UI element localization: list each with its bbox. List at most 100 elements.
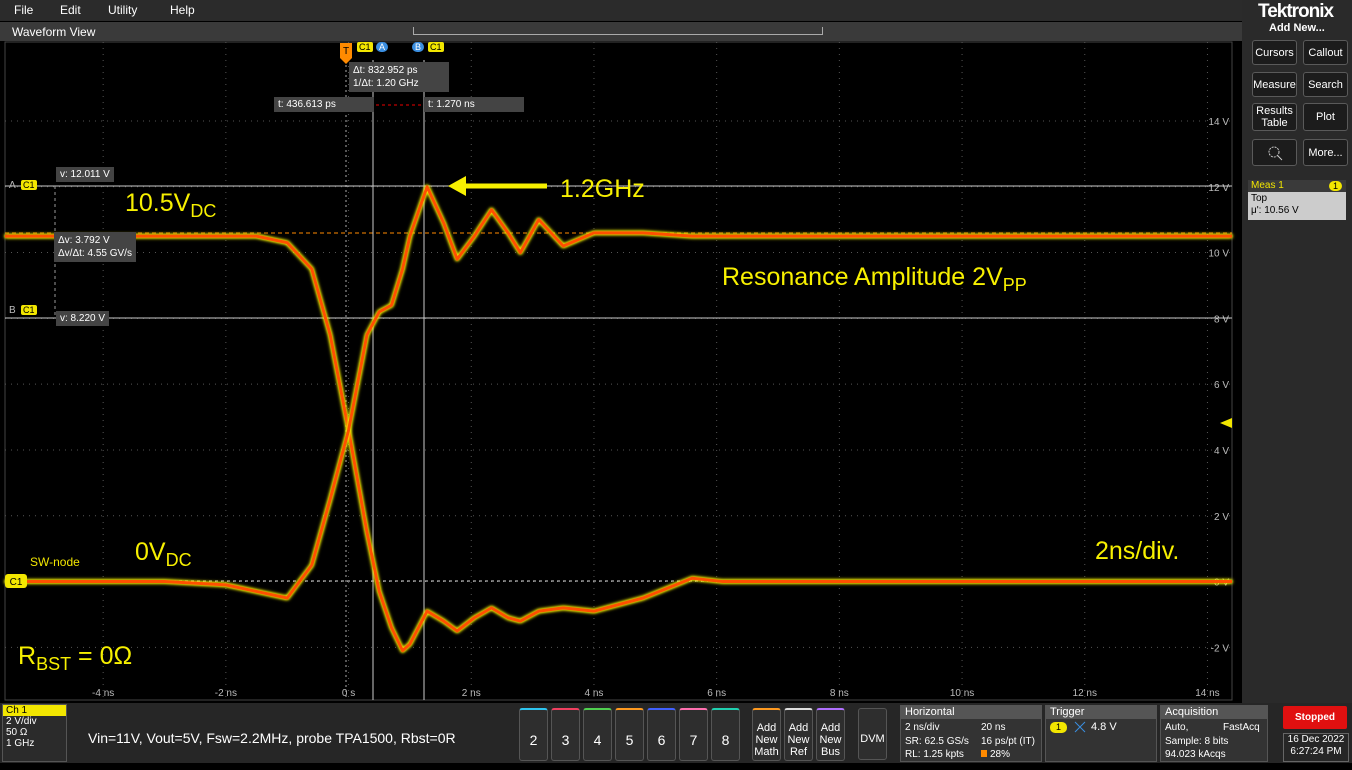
y-tick-label: 10 V (1208, 249, 1229, 260)
y-tick-label: 4 V (1214, 446, 1229, 457)
channel-button[interactable]: 8 (711, 708, 740, 761)
meas-value: μ': 10.56 V (1251, 205, 1299, 216)
channel-button[interactable]: 2 (519, 708, 548, 761)
annotation-sub: PP (1003, 275, 1027, 295)
cursor-a-label: A (376, 42, 389, 52)
x-tick-label: -2 ns (215, 688, 237, 699)
annotation-main: R (18, 642, 36, 670)
annotation: RBST = 0Ω (18, 642, 132, 674)
date: 16 Dec 2022 (1287, 734, 1345, 745)
run-stop-button[interactable]: Stopped (1283, 706, 1347, 729)
x-tick-label: -4 ns (92, 688, 114, 699)
annotation: 0VDC (135, 538, 192, 570)
menu-item[interactable]: Help (170, 3, 195, 17)
cursor-b-label: B (9, 305, 16, 316)
channel-marker-label: C1 (10, 577, 23, 588)
annotation-main: Resonance Amplitude 2V (722, 263, 1003, 291)
button[interactable]: Results Table (1252, 103, 1297, 131)
button[interactable]: Measure (1252, 72, 1297, 97)
add-button[interactable]: Add New Ref (784, 708, 813, 761)
badge-title: Horizontal (901, 706, 1041, 719)
record-view-bar (413, 27, 823, 35)
cursor-channel-badge: C1 (21, 305, 37, 315)
setting: 16 ps/pt (IT) (981, 736, 1035, 747)
setting: 28% (990, 749, 1011, 760)
y-tick-label: 8 V (1214, 314, 1229, 325)
setting: Auto, (1165, 722, 1189, 733)
button[interactable]: Cursors (1252, 40, 1297, 65)
setting: RL: 1.25 kpts (905, 749, 964, 760)
meas-label: Top (1251, 193, 1268, 204)
badge-title: Acquisition (1161, 706, 1267, 719)
acquisition-badge[interactable]: Acquisition Auto, FastAcq Sample: 8 bits… (1160, 705, 1268, 762)
status-bar: Ch 1 2 V/div 50 Ω 1 GHz Vin=11V, Vout=5V… (0, 703, 1352, 763)
channel-button[interactable]: 4 (583, 708, 612, 761)
button[interactable]: Search (1303, 72, 1348, 97)
x-tick-label: 12 ns (1073, 688, 1097, 699)
meas-channel: 1 (1328, 181, 1342, 191)
menu-bar: File Edit Utility Help (0, 0, 1242, 21)
channel-marker (5, 574, 27, 588)
setting: 2 ns/div (905, 722, 940, 733)
plot-area (4, 41, 1233, 701)
cursor-readout: Δv/Δt: 4.55 GV/s (58, 248, 132, 259)
trigger-position-marker (340, 43, 352, 64)
cursor-channel-badge: C1 (357, 42, 373, 52)
meas-badge[interactable]: Meas 1 1 Top μ': 10.56 V (1248, 180, 1346, 220)
x-tick-label: 6 ns (707, 688, 726, 699)
trigger-source: 1 (1050, 722, 1068, 733)
position-icon (981, 750, 987, 757)
menu-item[interactable]: File (14, 3, 34, 17)
channel-button[interactable]: 6 (647, 708, 676, 761)
cursor-readout: t: 436.613 ps (274, 97, 374, 112)
menu-item[interactable]: Utility (108, 3, 138, 17)
x-tick-label: 14 ns (1195, 688, 1219, 699)
x-tick-label: 2 ns (462, 688, 481, 699)
waveform-view: -4 ns -2 ns 0 s 2 ns 4 ns 6 ns 8 ns 10 ns 12 ns 1… (4, 41, 1233, 701)
x-tick-label: 0 s (342, 688, 355, 699)
ch1-badge[interactable]: Ch 1 2 V/div 50 Ω 1 GHz (2, 704, 67, 762)
setting: FastAcq (1223, 722, 1260, 733)
annotation-main: 10.5V (125, 189, 191, 217)
right-panel: Tektronix Add New... Cursors Callout Mea… (1242, 0, 1352, 703)
dvm-button[interactable]: DVM (858, 708, 887, 760)
add-button[interactable]: Add New Bus (816, 708, 845, 761)
annotation-tail: = 0Ω (71, 642, 132, 670)
annotation-sub: BST (36, 654, 71, 674)
x-tick-label: 10 ns (950, 688, 974, 699)
view-title: Waveform View (12, 25, 96, 39)
trigger-badge[interactable]: Trigger 1 4.8 V (1045, 705, 1157, 762)
zoom-icon (1268, 146, 1282, 160)
channel-button[interactable]: 7 (679, 708, 708, 761)
slope-icon (1074, 721, 1086, 733)
y-tick-label: -2 V (1211, 643, 1230, 654)
setting: 94.023 kAcqs (1165, 749, 1226, 760)
menu-item[interactable]: Edit (60, 3, 81, 17)
channel-button[interactable]: 5 (615, 708, 644, 761)
annotation-sub: DC (166, 550, 192, 570)
trigger-marker-label: T (343, 46, 349, 57)
add-button[interactable]: Add New Math (752, 708, 781, 761)
cursor-readout: Δt: 832.952 ps (353, 65, 418, 76)
cursor-channel-badge: C1 (21, 180, 37, 190)
x-tick-label: 8 ns (830, 688, 849, 699)
annotation-arrowhead (448, 176, 466, 196)
delta-t-readout: Δt: 832.952 ps 1/Δt: 1.20 GHz (349, 62, 449, 92)
setting: 20 ns (981, 722, 1006, 733)
horizontal-badge[interactable]: Horizontal 2 ns/div 20 ns SR: 62.5 GS/s … (900, 705, 1042, 762)
annotation: 1.2GHz (560, 175, 645, 203)
ch1-setting: 1 GHz (6, 738, 35, 749)
button[interactable]: Callout (1303, 40, 1348, 65)
brand: Tektronix (1258, 1, 1334, 22)
button[interactable]: Plot (1303, 103, 1348, 131)
zoom-button[interactable] (1252, 139, 1297, 166)
ch1-title: Ch 1 (3, 705, 66, 716)
cursor-a-label: A (9, 180, 16, 191)
ch1-setting: 50 Ω (6, 727, 28, 738)
x-tick-label: 4 ns (585, 688, 604, 699)
waveform (5, 234, 1232, 653)
channel-button[interactable]: 3 (551, 708, 580, 761)
cursor-readout: t: 1.270 ns (424, 97, 524, 112)
button[interactable]: More... (1303, 139, 1348, 166)
